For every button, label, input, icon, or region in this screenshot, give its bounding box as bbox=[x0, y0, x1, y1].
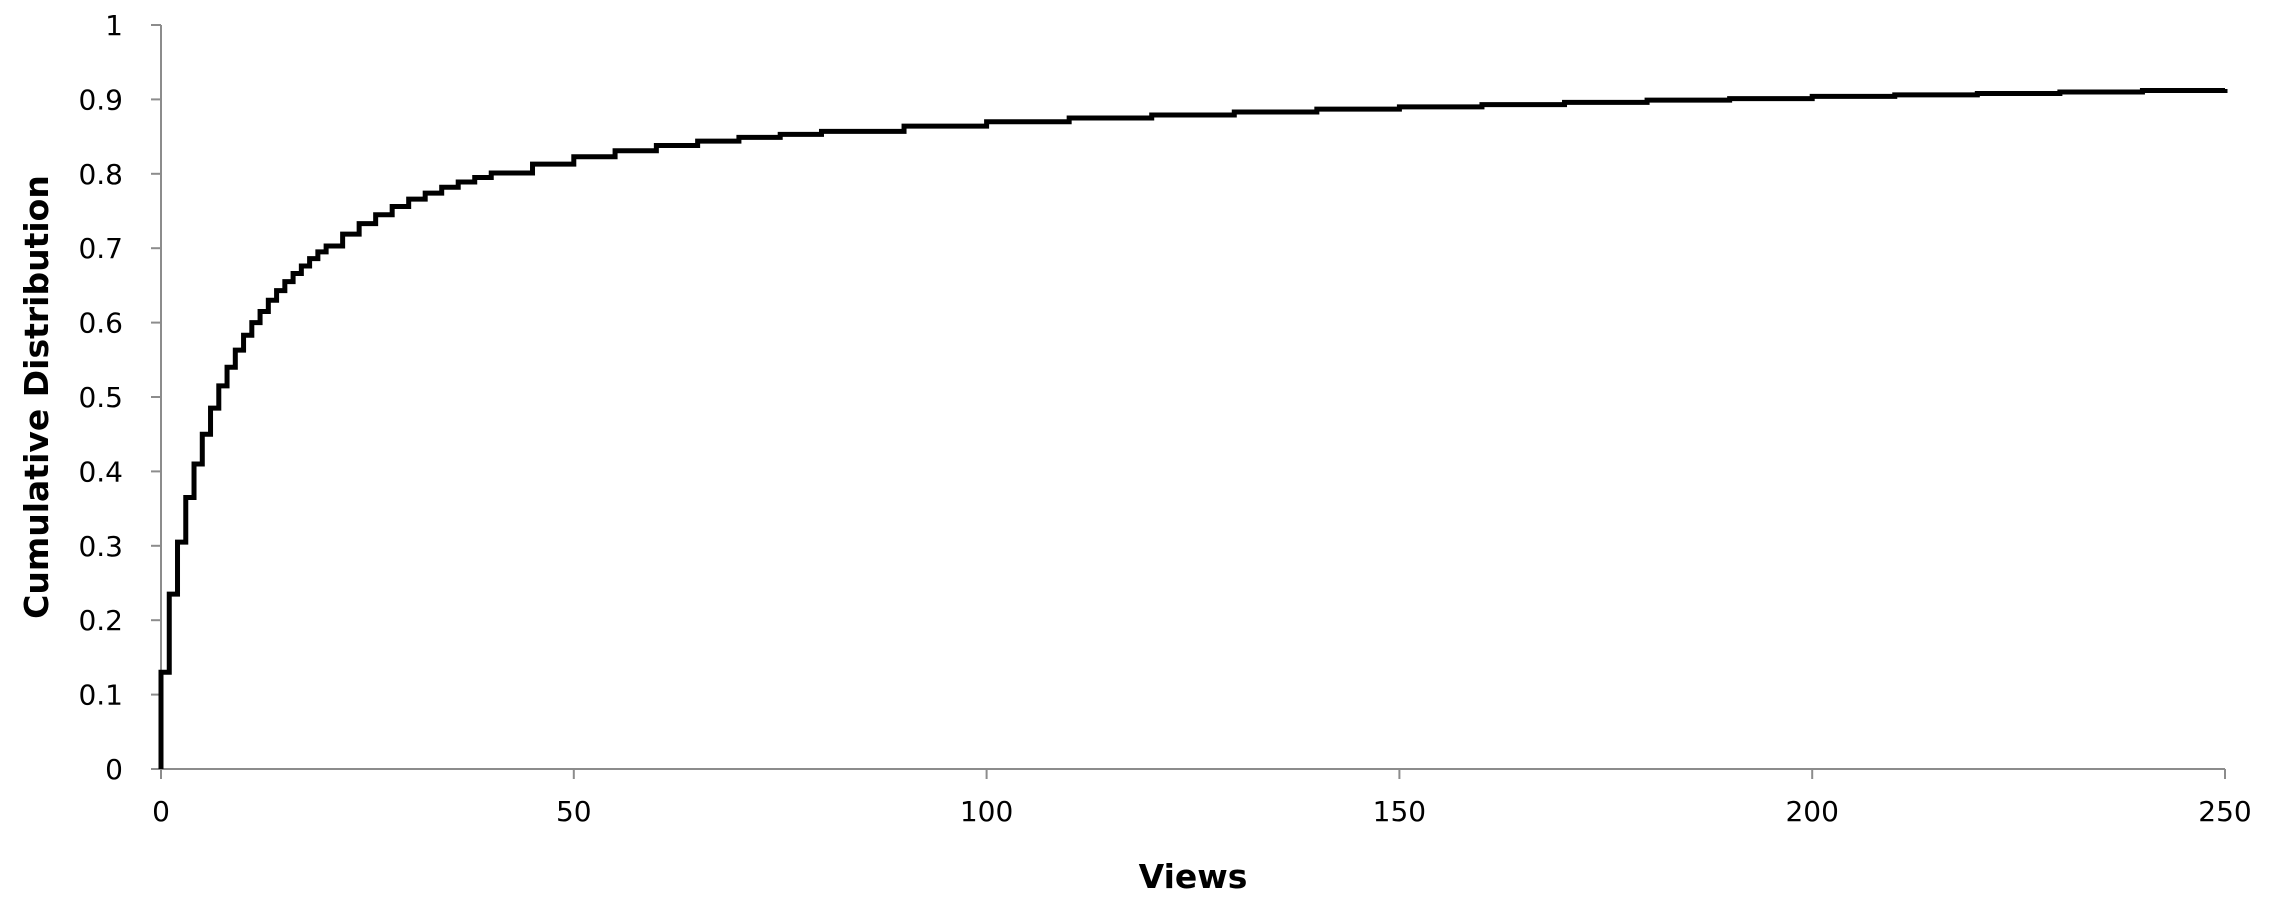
y-tick-label: 0.5 bbox=[78, 381, 123, 414]
x-tick-label: 100 bbox=[960, 795, 1013, 828]
y-tick-label: 0.9 bbox=[78, 83, 123, 116]
x-tick-label: 0 bbox=[152, 795, 170, 828]
x-tick-label: 150 bbox=[1373, 795, 1426, 828]
y-tick-label: 0.4 bbox=[78, 455, 123, 488]
y-axis-ticks: 0 0.1 0.2 0.3 0.4 0.5 0.6 0.7 0.8 0.9 1 bbox=[78, 9, 161, 786]
x-tick-label: 50 bbox=[556, 795, 592, 828]
y-tick-label: 0.3 bbox=[78, 530, 123, 563]
x-tick-label: 250 bbox=[2198, 795, 2251, 828]
y-tick-label: 0 bbox=[105, 753, 123, 786]
x-axis-ticks: 0 50 100 150 200 250 bbox=[152, 769, 2252, 828]
y-axis-title: Cumulative Distribution bbox=[17, 175, 56, 619]
cdf-series-line bbox=[158, 87, 2228, 769]
y-tick-label: 1 bbox=[105, 9, 123, 42]
y-tick-label: 0.2 bbox=[78, 604, 123, 637]
y-tick-label: 0.7 bbox=[78, 232, 123, 265]
x-tick-label: 200 bbox=[1785, 795, 1838, 828]
y-tick-label: 0.6 bbox=[78, 307, 123, 340]
x-axis-title: Views bbox=[1139, 857, 1248, 896]
y-tick-label: 0.1 bbox=[78, 679, 123, 712]
y-tick-label: 0.8 bbox=[78, 158, 123, 191]
